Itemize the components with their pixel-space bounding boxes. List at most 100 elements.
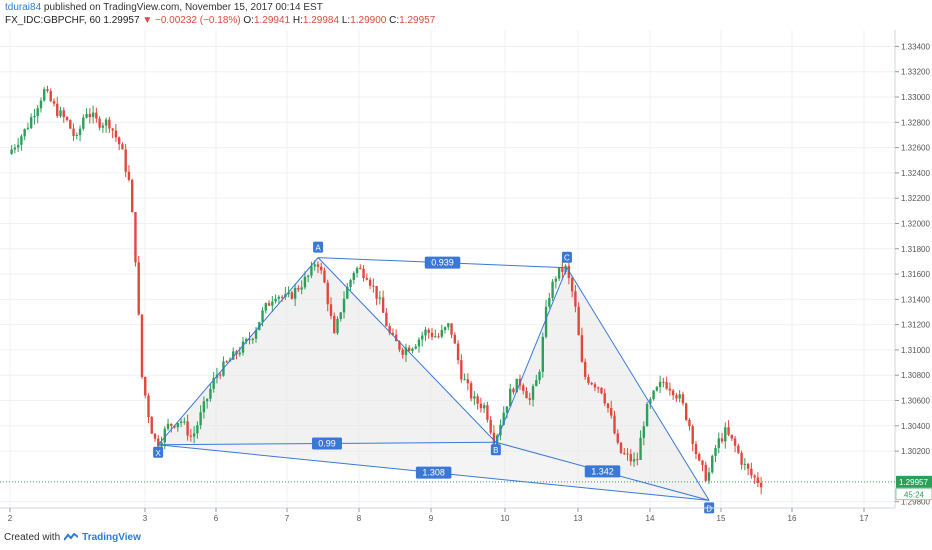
candle-body — [39, 100, 43, 109]
price-change: −0.00232 (−0.18%) — [155, 15, 241, 26]
pattern-point-label: X — [155, 449, 161, 458]
candle-body — [179, 421, 183, 423]
candle-body — [359, 268, 362, 270]
pattern-ratio-badge — [584, 465, 621, 478]
candle-body — [714, 448, 717, 456]
candle-body — [551, 281, 554, 298]
close-label: C: — [389, 15, 400, 26]
candle-body — [202, 401, 206, 413]
candle-body — [440, 329, 443, 337]
candle-body — [450, 323, 453, 335]
candle-body — [619, 442, 623, 453]
candle-body — [554, 278, 558, 282]
candle-body — [72, 128, 75, 136]
candle-body — [704, 464, 707, 481]
pattern-point-badge — [490, 444, 501, 456]
candle-body — [163, 428, 166, 443]
candle-body — [417, 339, 421, 347]
candle-body — [333, 315, 336, 334]
candle-body — [759, 482, 763, 488]
open-label: O: — [243, 15, 254, 26]
author-link[interactable]: tdurai84 — [5, 2, 42, 13]
candle-body — [655, 386, 659, 391]
candle-body — [629, 454, 632, 462]
candle-body — [750, 468, 753, 476]
candle-body — [398, 341, 401, 350]
candle-body — [316, 264, 320, 267]
symbol-name[interactable]: FX_IDC:GBPCHF, 60 — [5, 15, 101, 26]
candle-body — [495, 435, 499, 447]
candle-body — [20, 136, 23, 145]
y-tick-label: 1.31800 — [901, 245, 930, 254]
candle-body — [323, 270, 326, 283]
candle-body — [111, 128, 114, 131]
x-tick-label: 17 — [860, 514, 869, 523]
candle-body — [98, 118, 101, 128]
last-price: 1.29957 — [103, 15, 140, 26]
pattern-triangle — [495, 267, 710, 501]
current-price-label: 1.29957 — [899, 478, 928, 487]
candle-body — [469, 383, 473, 399]
candle-body — [238, 352, 241, 355]
candle-body — [297, 287, 300, 290]
pattern-ratio-badge — [415, 466, 452, 479]
candle-body — [538, 371, 541, 381]
candle-body — [544, 306, 548, 337]
candle-body — [561, 267, 564, 272]
pattern-ratio: 1.342 — [584, 465, 621, 478]
high-label: H: — [292, 15, 303, 26]
candle-body — [75, 135, 79, 137]
candle-body — [114, 130, 118, 138]
candle-body — [443, 327, 447, 330]
candle-body — [306, 275, 310, 277]
candle-body — [209, 388, 212, 399]
candle-body — [173, 425, 176, 428]
candle-body — [411, 348, 414, 351]
candle-body — [509, 388, 512, 407]
candle-body — [218, 374, 222, 376]
y-tick-label: 1.33400 — [901, 42, 930, 51]
candle-body — [59, 110, 62, 117]
candle-body — [525, 390, 528, 399]
candle-body — [531, 386, 535, 400]
candle-body — [251, 338, 254, 341]
low-value: 1.29900 — [350, 15, 387, 26]
x-tick-label: 3 — [143, 514, 148, 523]
candle-body — [515, 378, 518, 393]
candle-body — [711, 455, 714, 473]
candle-body — [557, 267, 561, 279]
harmonic-pattern-fill — [158, 257, 710, 501]
candle-body — [326, 282, 329, 305]
y-tick-label: 1.30200 — [901, 447, 930, 456]
candle-body — [153, 433, 157, 439]
candle-body — [85, 113, 88, 118]
candle-body — [95, 112, 98, 119]
candle-body — [698, 453, 701, 461]
candle-body — [645, 403, 649, 427]
candle-body — [460, 360, 463, 380]
candle-body — [636, 459, 639, 461]
candle-body — [290, 292, 294, 299]
y-tick-label: 1.29800 — [901, 498, 930, 507]
candle-body — [78, 128, 82, 136]
candle-body — [378, 297, 382, 299]
time-axis[interactable]: 2 3 6 7 8 9 10 13 14 15 16 17 — [0, 507, 895, 523]
candle-body — [10, 149, 13, 154]
candle-body — [548, 297, 551, 307]
candle-body — [241, 341, 245, 353]
candle-body — [349, 280, 352, 287]
pattern-ratio-label: 0.939 — [431, 258, 454, 268]
candle-body — [365, 278, 369, 280]
candle-body — [88, 113, 92, 118]
y-tick-label: 1.30600 — [901, 397, 930, 406]
price-axis[interactable]: 1.33400 1.33200 1.33000 1.32800 1.32600 1.324… — [894, 30, 930, 508]
candle-body — [131, 179, 134, 213]
y-tick-label: 1.31400 — [901, 295, 930, 304]
candle-body — [671, 390, 675, 396]
y-tick-label: 1.33200 — [901, 68, 930, 77]
candle-body — [346, 286, 349, 299]
tradingview-brand[interactable]: TradingView — [82, 532, 141, 543]
candle-body — [466, 379, 470, 384]
candle-body — [570, 278, 574, 292]
